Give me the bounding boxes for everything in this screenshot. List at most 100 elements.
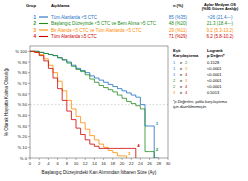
text-line: 20 [120,161,125,166]
text-line: 0 [29,161,32,166]
text-line: 6 [56,161,59,166]
legend-n: 71 (%29) [169,34,188,39]
text-line: 3 [185,66,188,71]
y-tick [28,115,30,116]
survival-curve [30,51,127,158]
text-line: 4 [185,84,188,89]
text-line: 6.2 (5.8-10.2) [206,34,234,39]
x-tick-label: 6 [56,161,59,166]
text-line: 1 [173,66,176,71]
text-line: Açıklama [51,3,70,8]
legend-n: 85 (%35) [169,15,188,20]
table-p-value: <0.0001 [207,78,222,83]
legend-header: Aylar Medyan OS(%95 Güven Aralığı) [202,2,239,12]
x-tick-label: 24 [138,161,143,166]
table-group: 4 [185,90,188,95]
text-line: 0.1528 [207,60,220,65]
legend-median: 9.2 (5.3-13.2) [206,28,234,33]
table-group: 1 [173,66,176,71]
legend-group: 4 [33,34,36,39]
text-line: 1 [156,121,159,126]
text-line: 4 [137,143,140,148]
text-line: 2 [156,147,159,152]
y-tick-label: % 90 [17,60,27,65]
x-tick-label: 16 [101,161,106,166]
text-line: % 70 [17,81,27,86]
text-line: n (%) [173,3,184,8]
table-p-value: <0.0001 [207,72,222,77]
text-line: 18 [110,161,115,166]
text-line: e [180,60,183,65]
text-line: e [180,66,183,71]
text-line: e [180,78,183,83]
table-footnote: *p Değerleri, çoklu karşılaştırmaiçin dü… [173,100,227,109]
table-p-value: 0.1528 [207,60,220,65]
text-line: % 20 [17,134,27,139]
text-line: >26 (21.4---) [207,15,233,20]
text-line: Başlangıç Düzeyindeki Kan Alımından İtib… [42,169,157,175]
text-line: 26 [147,161,152,166]
text-line: 48 (%20) [169,21,188,26]
text-line: 10 [74,161,79,166]
y-tick [28,104,30,105]
text-line: 4 [185,72,188,77]
text-line: 24 [138,161,143,166]
legend-label: Başlangıç Düzeyinde <5 CTC ve Bem Alırsa… [51,21,157,26]
table-p-value: <0.0001 [207,66,222,71]
text-line: 21.3 (18.4---) [207,21,234,26]
x-tick-label: 20 [120,161,125,166]
y-tick-label: % 20 [17,134,27,139]
text-line: Tüm Alanlarda <5 CTC [51,15,98,20]
legend-label: Bir Alanda <5 CTC ve Tüm Alanlarda >5 CT… [51,28,142,33]
text-line: % 100 [15,49,28,54]
text-line: 85 (%35) [169,15,188,20]
text-line: p Değeri* [207,53,225,58]
y-tick [28,62,30,63]
y-tick-label: % 40 [17,113,27,118]
y-tick-label: % 70 [17,81,27,86]
legend-swatch [39,36,48,37]
x-tick-label: 30 [166,161,171,166]
curve-label: 2 [156,147,159,152]
text-line: Karşılaştırma [173,53,199,58]
text-line: 16 [101,161,106,166]
text-line: 1 [173,60,176,65]
table-group: 2 [173,78,176,83]
table-p-value: <0.0001 [207,84,222,89]
text-line: 9.2 (5.3-13.2) [206,28,234,33]
legend-label: Tüm Alanlarda <5 CTC [51,15,98,20]
y-tick [28,136,30,137]
legend-group: 3 [33,28,36,33]
legend-swatch [39,23,48,24]
plot-area [30,51,168,158]
text-line: *p Değerleri, çoklu karşılaştırma [173,100,227,104]
text-line: % 40 [17,113,27,118]
chart: GrupAçıklaman (%)Aylar Medyan OS(%95 Güv… [0,0,248,181]
text-line: 3 [173,90,176,95]
text-line: % 60 [17,92,27,97]
text-line: 4 [33,34,36,39]
table-joiner: e [180,78,183,83]
text-line: % 50 [17,102,27,107]
table-group: 3 [173,90,176,95]
table-group: 4 [185,84,188,89]
table-header: Logrankp Değeri* [207,48,225,58]
text-line: 2 [38,161,41,166]
text-line: 71 (%29) [169,34,188,39]
text-line: 2 [173,78,176,83]
legend-n: 48 (%20) [169,21,188,26]
text-line: için düzeltilmemiştir. [173,105,207,109]
x-tick-label: 14 [92,161,97,166]
text-line: e [180,84,183,89]
table-group: 3 [185,78,188,83]
legend-header: n (%) [173,3,184,8]
curve-label: 1 [156,121,159,126]
y-tick-label: % 80 [17,70,27,75]
text-line: % 0 [20,156,28,161]
y-tick-label: % 30 [17,124,27,129]
text-line: 1 [33,15,36,20]
text-line: 14 [92,161,97,166]
table-joiner: e [180,60,183,65]
y-tick-label: % 100 [15,49,28,54]
text-line: % 10 [17,145,27,150]
